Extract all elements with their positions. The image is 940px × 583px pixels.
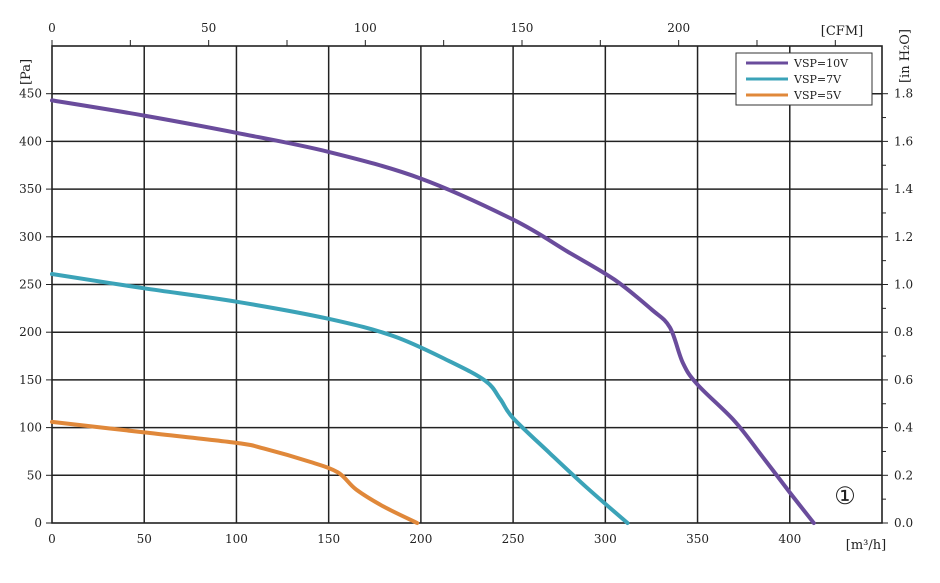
series-line-vsp-10v <box>50 98 816 525</box>
x-tick-label: 300 <box>594 532 617 546</box>
x2-tick-label: 150 <box>511 21 534 35</box>
legend: VSP=10V VSP=7V VSP=5V <box>735 52 873 106</box>
grid-lines <box>52 46 882 523</box>
y-tick-label: 250 <box>19 278 42 292</box>
y-tick-label: 100 <box>19 421 42 435</box>
x2-tick-label: 0 <box>48 21 56 35</box>
y2-tick-label: 1.6 <box>894 134 913 148</box>
x-tick-label: 0 <box>48 532 56 546</box>
y-tick-label: 0 <box>34 516 42 530</box>
x-tick-label: 150 <box>317 532 340 546</box>
y2-tick-label: 1.2 <box>894 230 913 244</box>
y-tick-label: 450 <box>19 87 42 101</box>
x2-tick-label: 100 <box>354 21 377 35</box>
series-line-vsp-5v <box>50 419 420 525</box>
y-tick-label: 400 <box>19 134 42 148</box>
x-tick-label: 50 <box>137 532 152 546</box>
y2-tick-label: 1.4 <box>894 182 913 196</box>
y2-tick-label: 0.2 <box>894 468 913 482</box>
y2-tick-label: 0.8 <box>894 325 913 339</box>
y-axis-label: [Pa] <box>19 59 34 85</box>
y2-tick-label: 0.0 <box>894 516 913 530</box>
legend-label-vsp7: VSP=7V <box>793 73 842 86</box>
y-tick-label: 50 <box>27 468 42 482</box>
y-tick-label: 300 <box>19 230 42 244</box>
legend-label-vsp5: VSP=5V <box>793 89 842 102</box>
x-tick-label: 200 <box>409 532 432 546</box>
x-tick-label: 250 <box>502 532 525 546</box>
x-axis-label: [m³/h] <box>846 538 886 553</box>
x2-axis-label: [CFM] <box>821 24 863 39</box>
curve-number-annotation: ① <box>834 482 856 510</box>
legend-label-vsp10: VSP=10V <box>793 57 849 70</box>
y2-tick-label: 1.8 <box>894 87 913 101</box>
y-tick-label: 350 <box>19 182 42 196</box>
x2-tick-label: 50 <box>201 21 216 35</box>
x2-tick-label: 200 <box>667 21 690 35</box>
x-tick-label: 350 <box>686 532 709 546</box>
y-tick-label: 200 <box>19 325 42 339</box>
y2-tick-label: 1.0 <box>894 278 913 292</box>
series-lines <box>50 98 816 525</box>
y2-tick-label: 0.4 <box>894 421 913 435</box>
y-tick-label: 150 <box>19 373 42 387</box>
series-line-vsp-7v <box>50 272 630 525</box>
axis-ticks: 0 50 100 150 200 250 300 350 400 0 50 100 150 200 250 3… <box>19 21 913 546</box>
x-tick-label: 400 <box>778 532 801 546</box>
x-tick-label: 100 <box>225 532 248 546</box>
y2-tick-label: 0.6 <box>894 373 913 387</box>
y2-axis-label: [in H₂O] <box>898 29 913 83</box>
